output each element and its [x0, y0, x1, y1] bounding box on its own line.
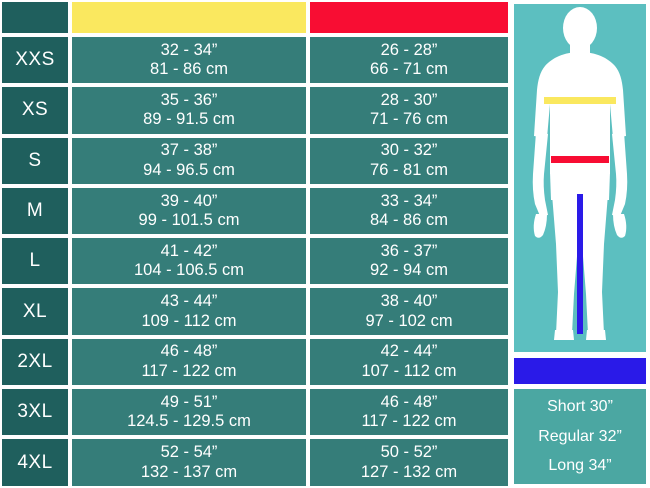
- table-row: XS 35 - 36” 89 - 91.5 cm 28 - 30” 71 - 7…: [0, 85, 510, 136]
- inseam-color-key: [514, 358, 646, 384]
- chest-inches: 43 - 44”: [160, 292, 218, 311]
- waist-inches: 36 - 37”: [380, 241, 438, 260]
- chest-measurement: 32 - 34” 81 - 86 cm: [70, 35, 308, 86]
- waist-measurement: 28 - 30” 71 - 76 cm: [308, 85, 510, 136]
- chest-measurement: 41 - 42” 104 - 106.5 cm: [70, 236, 308, 287]
- chest-cm: 104 - 106.5 cm: [133, 261, 245, 280]
- inseam-options: Short 30” Regular 32” Long 34”: [514, 389, 646, 484]
- inseam-short: Short 30”: [547, 398, 613, 416]
- waist-measurement: 46 - 48” 117 - 122 cm: [308, 387, 510, 438]
- table-row: 4XL 52 - 54” 132 - 137 cm 50 - 52” 127 -…: [0, 437, 510, 488]
- chest-inches: 49 - 51”: [160, 392, 218, 411]
- waist-cm: 84 - 86 cm: [370, 211, 448, 230]
- chest-inches: 32 - 34”: [160, 40, 218, 59]
- chest-measurement: 37 - 38” 94 - 96.5 cm: [70, 135, 308, 186]
- table-header-row: [0, 0, 510, 35]
- waist-measurement: 38 - 40” 97 - 102 cm: [308, 286, 510, 337]
- chest-inches: 46 - 48”: [160, 342, 218, 361]
- table-row: L 41 - 42” 104 - 106.5 cm 36 - 37” 92 - …: [0, 236, 510, 287]
- header-cell-chest: [70, 0, 308, 35]
- inseam-measure-line: [577, 194, 583, 334]
- illustration-panel: Short 30” Regular 32” Long 34”: [510, 0, 650, 488]
- chest-cm: 99 - 101.5 cm: [138, 211, 240, 230]
- waist-measurement: 33 - 34” 84 - 86 cm: [308, 185, 510, 237]
- waist-cm: 127 - 132 cm: [360, 462, 458, 481]
- waist-measurement: 42 - 44” 107 - 112 cm: [308, 336, 510, 388]
- chest-inches: 37 - 38”: [160, 141, 218, 160]
- chest-cm: 89 - 91.5 cm: [143, 110, 235, 129]
- inseam-long: Long 34”: [548, 457, 612, 475]
- chest-measure-line: [544, 97, 616, 104]
- waist-inches: 30 - 32”: [380, 141, 438, 160]
- table-row: S 37 - 38” 94 - 96.5 cm 30 - 32” 76 - 81…: [0, 135, 510, 186]
- waist-measurement: 30 - 32” 76 - 81 cm: [308, 135, 510, 186]
- chest-measurement: 46 - 48” 117 - 122 cm: [70, 336, 308, 388]
- chest-cm: 109 - 112 cm: [141, 311, 237, 330]
- size-label: M: [0, 185, 70, 237]
- size-label: 4XL: [0, 437, 70, 488]
- table-row: XXS 32 - 34” 81 - 86 cm 26 - 28” 66 - 71…: [0, 35, 510, 86]
- waist-inches: 38 - 40”: [380, 292, 438, 311]
- table-row: M 39 - 40” 99 - 101.5 cm 33 - 34” 84 - 8…: [0, 185, 510, 237]
- chest-inches: 41 - 42”: [160, 241, 218, 260]
- chest-cm: 117 - 122 cm: [141, 361, 237, 380]
- waist-inches: 42 - 44”: [380, 342, 438, 361]
- waist-cm: 66 - 71 cm: [370, 60, 448, 79]
- waist-inches: 28 - 30”: [380, 90, 438, 109]
- chest-cm: 132 - 137 cm: [140, 462, 238, 481]
- chest-cm: 81 - 86 cm: [150, 60, 228, 79]
- chest-measurement: 49 - 51” 124.5 - 129.5 cm: [70, 387, 308, 438]
- chest-inches: 52 - 54”: [160, 443, 218, 462]
- waist-inches: 46 - 48”: [380, 392, 438, 411]
- table-row: 2XL 46 - 48” 117 - 122 cm 42 - 44” 107 -…: [0, 336, 510, 388]
- table-row: 3XL 49 - 51” 124.5 - 129.5 cm 46 - 48” 1…: [0, 387, 510, 438]
- waist-measurement: 26 - 28” 66 - 71 cm: [308, 35, 510, 86]
- waist-cm: 92 - 94 cm: [370, 261, 448, 280]
- chest-inches: 39 - 40”: [160, 191, 218, 210]
- size-label: XL: [0, 286, 70, 337]
- header-cell-size: [0, 0, 70, 35]
- body-figure-icon: [532, 7, 628, 340]
- waist-measurement: 36 - 37” 92 - 94 cm: [308, 236, 510, 287]
- size-table: XXS 32 - 34” 81 - 86 cm 26 - 28” 66 - 71…: [0, 0, 510, 488]
- waist-cm: 76 - 81 cm: [370, 160, 448, 179]
- waist-inches: 50 - 52”: [380, 443, 438, 462]
- size-label: L: [0, 236, 70, 287]
- waist-inches: 33 - 34”: [380, 191, 438, 210]
- chest-cm: 124.5 - 129.5 cm: [127, 412, 251, 431]
- chest-measurement: 52 - 54” 132 - 137 cm: [70, 437, 308, 488]
- chest-measurement: 35 - 36” 89 - 91.5 cm: [70, 85, 308, 136]
- size-label: S: [0, 135, 70, 186]
- body-figure-container: [514, 4, 646, 352]
- chest-inches: 35 - 36”: [160, 90, 218, 109]
- waist-measure-line: [551, 156, 609, 163]
- size-label: XXS: [0, 35, 70, 86]
- table-row: XL 43 - 44” 109 - 112 cm 38 - 40” 97 - 1…: [0, 286, 510, 337]
- waist-cm: 107 - 112 cm: [361, 361, 457, 380]
- size-label: 2XL: [0, 336, 70, 388]
- chest-cm: 94 - 96.5 cm: [143, 160, 235, 179]
- waist-cm: 117 - 122 cm: [361, 412, 457, 431]
- size-label: XS: [0, 85, 70, 136]
- inseam-regular: Regular 32”: [538, 427, 622, 445]
- chest-measurement: 39 - 40” 99 - 101.5 cm: [70, 185, 308, 237]
- waist-inches: 26 - 28”: [380, 40, 438, 59]
- waist-measurement: 50 - 52” 127 - 132 cm: [308, 437, 510, 488]
- chest-measurement: 43 - 44” 109 - 112 cm: [70, 286, 308, 337]
- waist-cm: 97 - 102 cm: [365, 311, 453, 330]
- size-label: 3XL: [0, 387, 70, 438]
- header-cell-waist: [308, 0, 510, 35]
- waist-cm: 71 - 76 cm: [370, 110, 448, 129]
